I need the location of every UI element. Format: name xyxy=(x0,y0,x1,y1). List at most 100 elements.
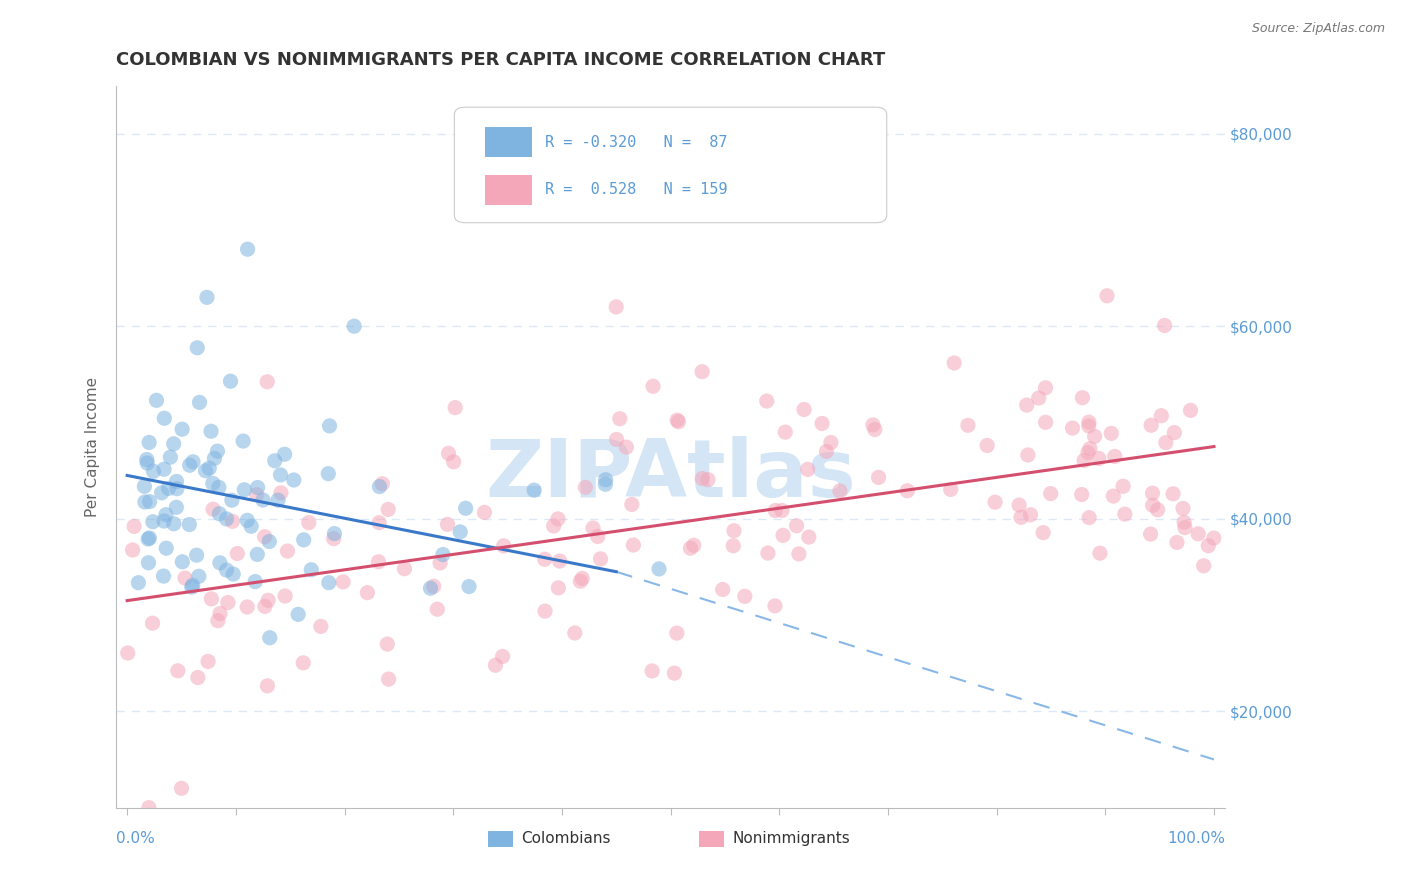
Point xyxy=(755,394,778,409)
Point xyxy=(209,607,232,621)
Point xyxy=(136,456,159,470)
Point xyxy=(1112,479,1135,493)
Point xyxy=(138,556,160,570)
Point xyxy=(198,461,221,475)
Point xyxy=(690,365,713,379)
Point xyxy=(138,435,160,450)
Point xyxy=(582,521,605,535)
Point xyxy=(215,512,238,526)
Point xyxy=(474,505,496,519)
Point xyxy=(170,781,193,796)
Point xyxy=(195,290,218,304)
Point xyxy=(200,591,222,606)
Point xyxy=(939,483,962,497)
Point xyxy=(605,300,627,314)
Point xyxy=(1088,546,1111,560)
Point xyxy=(233,483,256,497)
Text: Colombians: Colombians xyxy=(522,831,612,847)
Point xyxy=(274,589,297,603)
Point xyxy=(811,417,834,431)
Point xyxy=(375,637,398,651)
Point xyxy=(491,649,513,664)
Point xyxy=(1173,516,1195,530)
Point xyxy=(253,530,276,544)
Point xyxy=(256,375,278,389)
Point xyxy=(543,519,565,533)
Point xyxy=(1078,510,1101,524)
FancyBboxPatch shape xyxy=(485,175,531,205)
Point xyxy=(1104,450,1126,464)
Point xyxy=(1140,418,1163,433)
Point xyxy=(1071,391,1094,405)
Text: R = -0.320   N =  87: R = -0.320 N = 87 xyxy=(546,136,728,150)
Point xyxy=(1192,558,1215,573)
Point xyxy=(181,578,204,592)
Point xyxy=(273,447,295,461)
Point xyxy=(138,531,160,545)
Point xyxy=(589,552,612,566)
Point xyxy=(259,631,281,645)
Point xyxy=(1019,508,1042,522)
Point xyxy=(200,424,222,438)
Point xyxy=(318,575,340,590)
Point xyxy=(166,482,188,496)
Point xyxy=(142,515,165,529)
Point xyxy=(292,533,315,547)
Point xyxy=(246,481,269,495)
Point xyxy=(1114,507,1136,521)
Point xyxy=(664,666,686,681)
Point xyxy=(172,555,194,569)
Point xyxy=(208,507,231,521)
Point xyxy=(682,538,704,552)
Point xyxy=(523,483,546,497)
Point xyxy=(492,539,515,553)
Point xyxy=(298,516,321,530)
Point xyxy=(138,494,160,508)
Point xyxy=(270,486,292,500)
Point xyxy=(1077,445,1099,459)
Point xyxy=(208,480,231,494)
Point xyxy=(276,544,298,558)
Point xyxy=(1073,453,1095,467)
Point xyxy=(1187,526,1209,541)
Point xyxy=(458,580,481,594)
Point xyxy=(641,379,664,393)
Point xyxy=(1180,403,1202,417)
Point xyxy=(668,415,690,429)
Point xyxy=(136,532,159,546)
Point xyxy=(368,479,391,493)
Point xyxy=(1032,525,1054,540)
Point xyxy=(534,604,557,618)
Point xyxy=(188,395,211,409)
Text: 100.0%: 100.0% xyxy=(1167,831,1225,847)
Point xyxy=(202,451,225,466)
Point xyxy=(152,569,174,583)
Point xyxy=(621,538,644,552)
Point xyxy=(574,480,596,494)
Point xyxy=(868,470,890,484)
Point xyxy=(665,626,688,640)
Point xyxy=(257,593,280,607)
Point xyxy=(1163,425,1185,440)
Point xyxy=(245,574,267,589)
Point xyxy=(150,486,173,500)
Point xyxy=(201,476,224,491)
Text: R =  0.528   N = 159: R = 0.528 N = 159 xyxy=(546,182,728,197)
Point xyxy=(221,514,243,528)
Point xyxy=(157,482,180,496)
Point xyxy=(1008,498,1031,512)
FancyBboxPatch shape xyxy=(485,127,531,157)
Point xyxy=(377,502,399,516)
Point xyxy=(180,580,202,594)
Text: Source: ZipAtlas.com: Source: ZipAtlas.com xyxy=(1251,22,1385,36)
Point xyxy=(332,574,354,589)
Point xyxy=(117,646,139,660)
Point xyxy=(828,483,851,498)
Point xyxy=(371,476,394,491)
Point xyxy=(605,433,627,447)
Point xyxy=(690,471,713,485)
Point xyxy=(787,547,810,561)
Point xyxy=(187,671,209,685)
Point xyxy=(444,401,467,415)
Y-axis label: Per Capita Income: Per Capita Income xyxy=(86,376,100,516)
